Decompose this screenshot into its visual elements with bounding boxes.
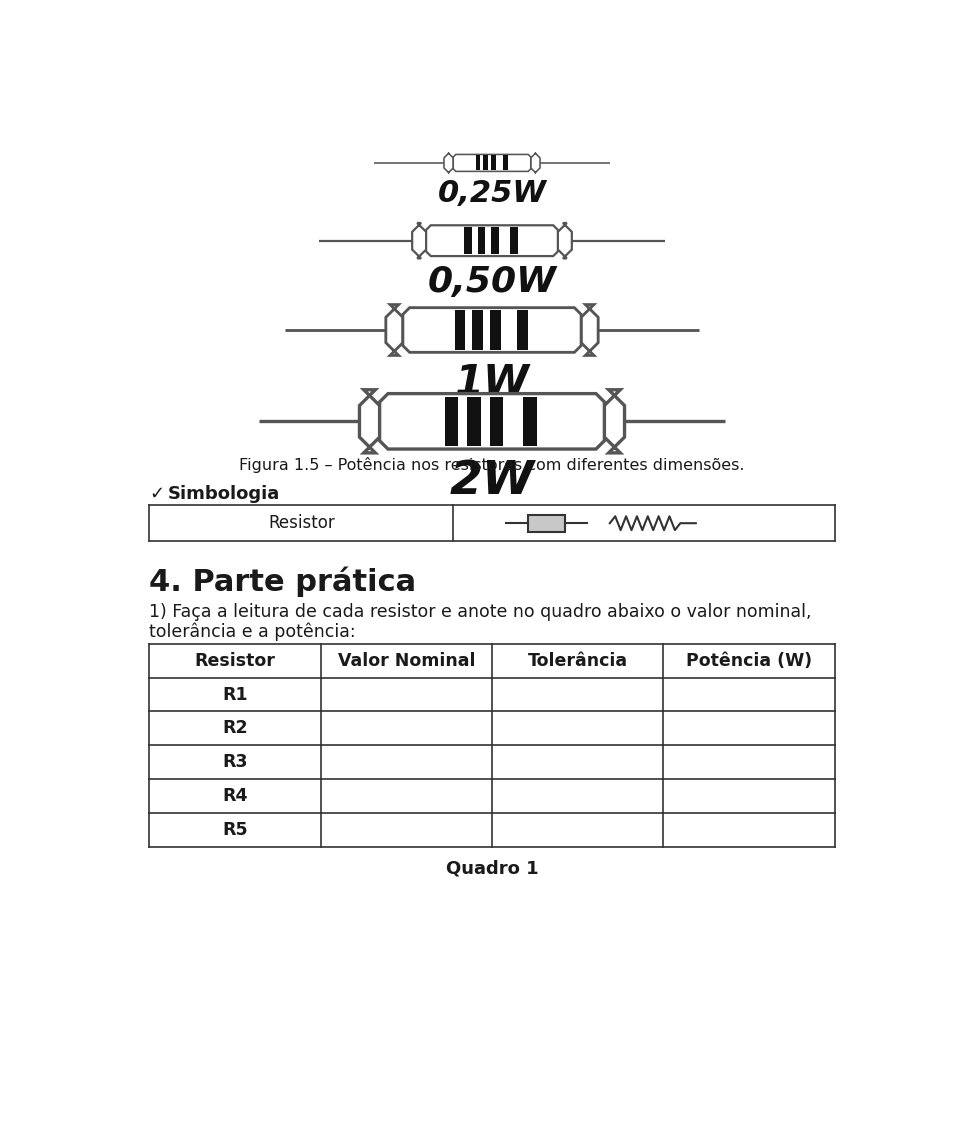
Bar xyxy=(516,311,528,349)
Text: R5: R5 xyxy=(223,821,248,839)
Text: 2W: 2W xyxy=(449,459,535,504)
Bar xyxy=(511,227,518,255)
Bar xyxy=(444,397,458,445)
Bar xyxy=(484,155,488,170)
Polygon shape xyxy=(453,154,531,171)
Bar xyxy=(492,155,496,170)
Text: 0,50W: 0,50W xyxy=(427,265,557,298)
Polygon shape xyxy=(386,305,403,355)
Polygon shape xyxy=(531,153,540,172)
Polygon shape xyxy=(581,305,598,355)
Polygon shape xyxy=(379,394,605,449)
Bar xyxy=(503,155,508,170)
Bar xyxy=(523,397,537,445)
Text: Simbologia: Simbologia xyxy=(168,485,280,504)
Text: R3: R3 xyxy=(223,754,248,771)
Bar xyxy=(465,227,472,255)
Text: Potência (W): Potência (W) xyxy=(685,652,812,669)
Bar xyxy=(490,397,503,445)
Text: Valor Nominal: Valor Nominal xyxy=(338,652,475,669)
Polygon shape xyxy=(426,225,558,256)
Text: tolerância e a potência:: tolerância e a potência: xyxy=(150,622,356,641)
Bar xyxy=(468,397,481,445)
Polygon shape xyxy=(403,307,581,353)
Polygon shape xyxy=(605,389,625,453)
Bar xyxy=(472,311,483,349)
Text: 0,25W: 0,25W xyxy=(438,179,546,208)
Text: R4: R4 xyxy=(223,787,248,805)
Polygon shape xyxy=(558,223,572,258)
Bar xyxy=(476,155,480,170)
Text: Figura 1.5 – Potência nos resistores com diferentes dimensões.: Figura 1.5 – Potência nos resistores com… xyxy=(239,457,745,473)
Text: Quadro 1: Quadro 1 xyxy=(445,859,539,877)
Text: 4. Parte prática: 4. Parte prática xyxy=(150,566,417,597)
Text: Resistor: Resistor xyxy=(195,652,276,669)
Polygon shape xyxy=(359,389,379,453)
Text: R1: R1 xyxy=(223,685,248,703)
Bar xyxy=(491,227,498,255)
Text: Tolerância: Tolerância xyxy=(528,652,628,669)
Text: R2: R2 xyxy=(223,719,248,738)
Polygon shape xyxy=(412,223,426,258)
Bar xyxy=(455,311,466,349)
Bar xyxy=(491,311,501,349)
Text: 1) Faça a leitura de cada resistor e anote no quadro abaixo o valor nominal,: 1) Faça a leitura de cada resistor e ano… xyxy=(150,603,812,621)
Bar xyxy=(477,227,486,255)
Text: ✓: ✓ xyxy=(150,485,164,504)
Bar xyxy=(528,515,564,532)
Text: 1W: 1W xyxy=(455,362,529,403)
Text: Resistor: Resistor xyxy=(268,514,335,532)
Polygon shape xyxy=(444,153,453,172)
